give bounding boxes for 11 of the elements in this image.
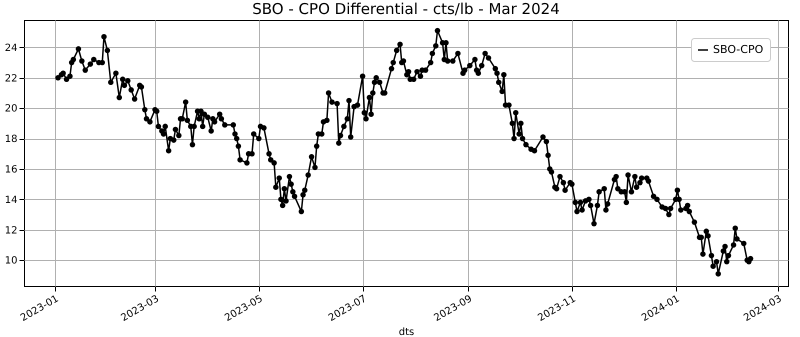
x-axis-title: dts xyxy=(398,327,414,337)
legend-label: SBO-CPO xyxy=(713,43,764,56)
chart-title: SBO - CPO Differential - cts/lb - Mar 2024 xyxy=(252,0,560,18)
y-tick-label: 14 xyxy=(4,194,18,206)
y-tick-label: 12 xyxy=(4,225,18,236)
y-tick-label: 22 xyxy=(4,73,18,84)
y-tick-label: 20 xyxy=(4,104,18,115)
y-tick-label: 24 xyxy=(4,42,18,54)
y-tick-label: 18 xyxy=(4,134,18,146)
y-tick-label: 10 xyxy=(4,256,18,267)
y-tick-label: 16 xyxy=(4,164,18,176)
